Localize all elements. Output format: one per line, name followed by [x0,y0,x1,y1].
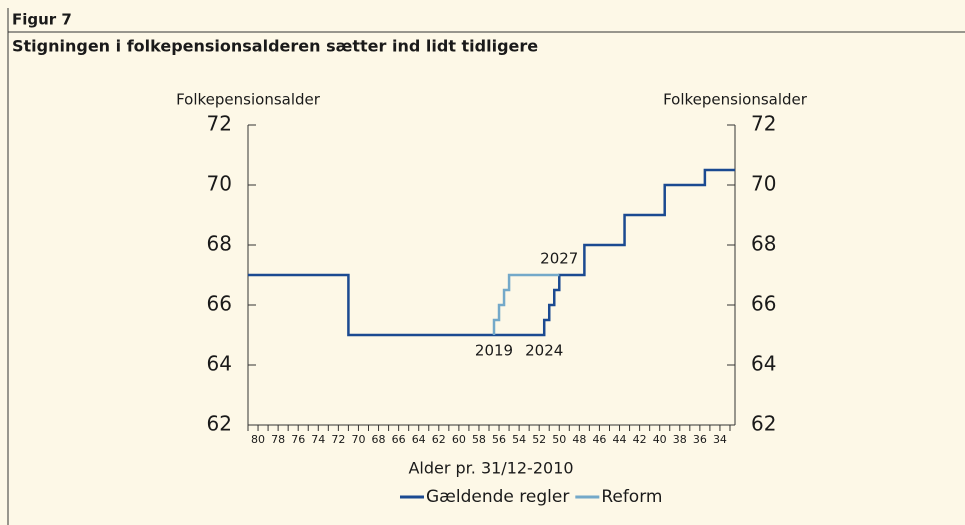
series-line [248,168,735,337]
x-tick-label: 48 [572,433,586,446]
x-axis-label: Alder pr. 31/12-2010 [408,459,573,478]
x-tick-label: 36 [693,433,707,446]
x-tick-label: 62 [432,433,446,446]
x-tick-label: 44 [613,433,627,446]
x-tick-label: 80 [251,433,265,446]
annotation: 2027 [540,250,578,268]
figure-label: Figur 7 [12,11,72,29]
x-tick-label: 60 [452,433,466,446]
y2-axis-label: Folkepensionsalder [663,91,808,109]
annotation: 2019 [475,342,513,360]
x-tick-label: 68 [372,433,386,446]
x-tick-label: 46 [592,433,606,446]
x-tick-label: 74 [311,433,325,446]
y2-tick-label: 66 [751,292,776,316]
y2-tick-label: 62 [751,412,776,436]
x-tick-label: 66 [392,433,406,446]
y2-tick-label: 68 [751,232,776,256]
x-tick-label: 50 [552,433,566,446]
x-tick-label: 58 [472,433,486,446]
x-tick-label: 54 [512,433,526,446]
y2-tick-label: 72 [751,112,776,136]
y-tick-label: 70 [207,172,232,196]
chart-title: Stigningen i folkepensionsalderen sætter… [12,37,538,56]
y-axis-label: Folkepensionsalder [176,91,321,109]
series-line [492,273,560,335]
y-tick-label: 72 [207,112,232,136]
x-tick-label: 52 [532,433,546,446]
x-tick-label: 78 [271,433,285,446]
x-tick-label: 76 [291,433,305,446]
x-tick-label: 34 [713,433,727,446]
y-tick-label: 68 [207,232,232,256]
legend-label: Reform [601,487,662,507]
x-tick-label: 70 [351,433,365,446]
x-tick-label: 72 [331,433,345,446]
x-tick-label: 42 [633,433,647,446]
annotation: 2024 [525,342,563,360]
legend-label: Gældende regler [426,487,569,507]
x-tick-label: 56 [492,433,506,446]
x-tick-label: 64 [412,433,426,446]
y-tick-label: 66 [207,292,232,316]
y-tick-label: 62 [207,412,232,436]
y-tick-label: 64 [207,352,232,376]
y2-tick-label: 64 [751,352,776,376]
x-tick-label: 40 [653,433,667,446]
y2-tick-label: 70 [751,172,776,196]
x-tick-label: 38 [673,433,687,446]
